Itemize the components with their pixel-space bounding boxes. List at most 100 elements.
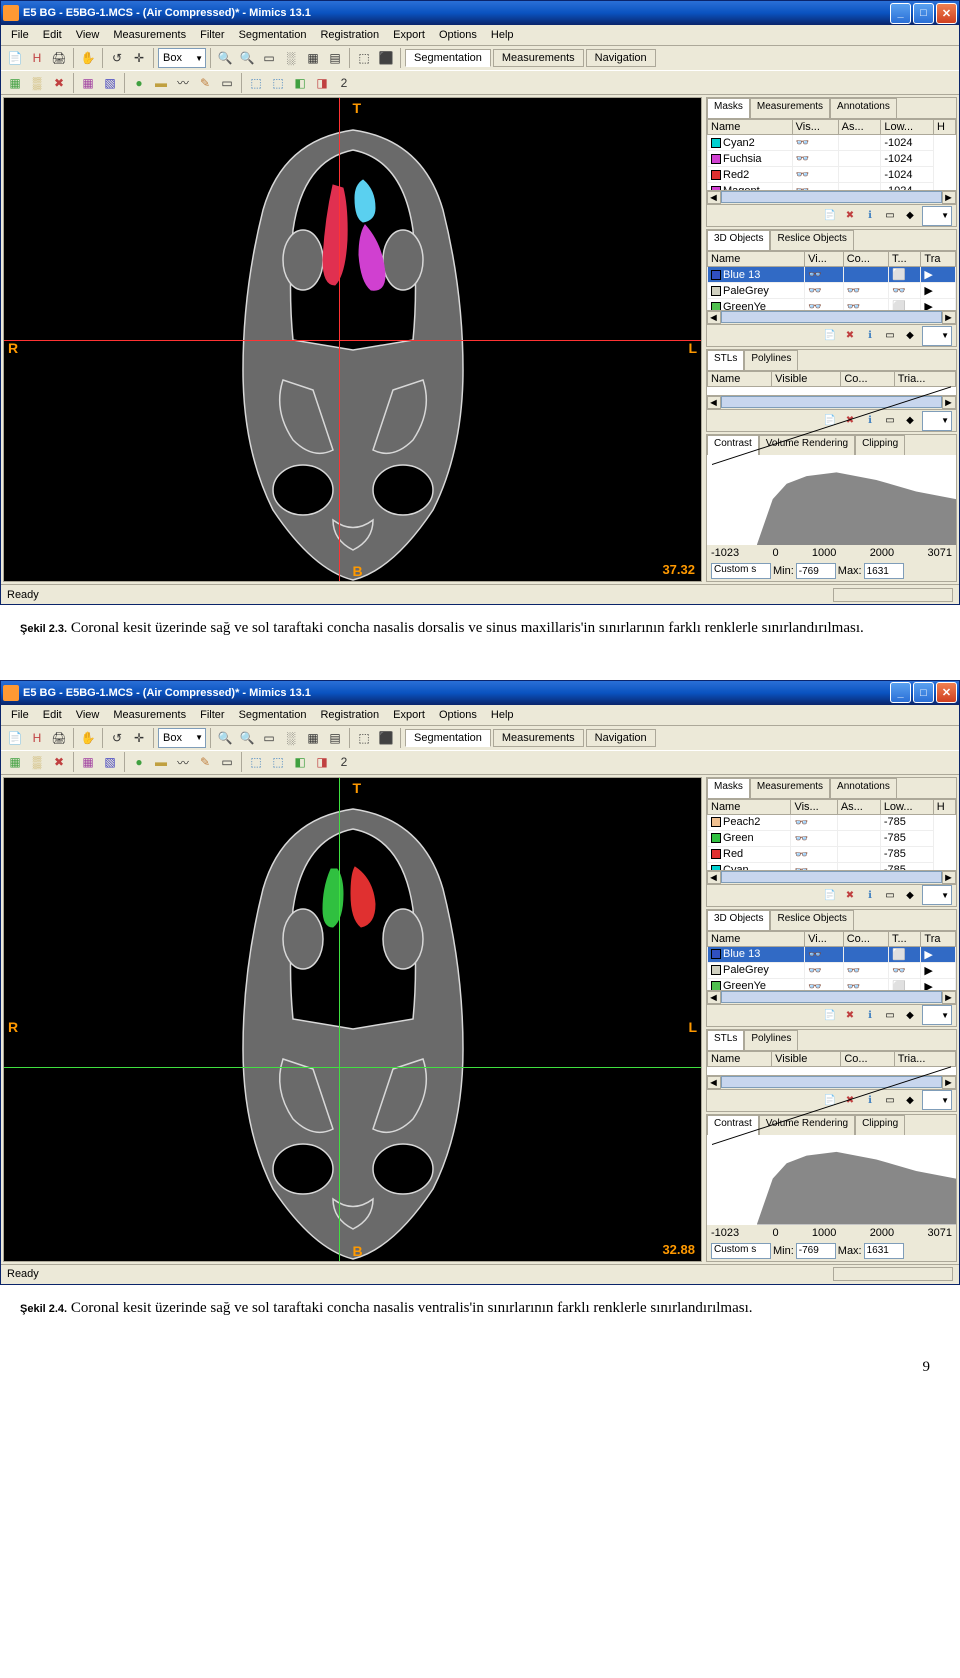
- toolbar-button[interactable]: ▧: [100, 73, 120, 93]
- info-icon[interactable]: ℹ: [862, 208, 878, 224]
- toolbar-button[interactable]: ▒: [27, 73, 47, 93]
- toolbar-button[interactable]: 2: [334, 73, 354, 93]
- action-icon[interactable]: ◆: [902, 887, 918, 903]
- tab-masks[interactable]: Masks: [707, 98, 750, 118]
- new-icon[interactable]: 📄: [822, 1007, 838, 1023]
- tab-3d objects[interactable]: 3D Objects: [707, 230, 770, 250]
- menu-file[interactable]: File: [5, 27, 35, 43]
- contrast-preset[interactable]: Custom s: [711, 563, 771, 579]
- table-row[interactable]: Fuchsia👓-1024: [708, 151, 956, 167]
- toolbar-button[interactable]: 🔍: [237, 48, 257, 68]
- menu-view[interactable]: View: [70, 27, 106, 43]
- column-header[interactable]: T...: [888, 252, 920, 267]
- tab-polylines[interactable]: Polylines: [744, 1030, 798, 1050]
- tab-annotations[interactable]: Annotations: [830, 98, 897, 118]
- menu-registration[interactable]: Registration: [314, 707, 385, 723]
- column-header[interactable]: Visible: [772, 1051, 841, 1066]
- maximize-button[interactable]: □: [913, 3, 934, 24]
- toolbar-button[interactable]: ▭: [217, 752, 237, 772]
- column-header[interactable]: Visible: [772, 372, 841, 387]
- column-header[interactable]: Tria...: [894, 372, 955, 387]
- table-row[interactable]: PaleGrey👓👓👓▶: [708, 962, 956, 978]
- tab-measurements[interactable]: Measurements: [750, 98, 830, 118]
- column-header[interactable]: Low...: [881, 120, 934, 135]
- toolbar-button[interactable]: ░: [281, 48, 301, 68]
- toolbar-button[interactable]: ▭: [217, 73, 237, 93]
- column-header[interactable]: T...: [888, 931, 920, 946]
- toolbar-button[interactable]: ⬚: [354, 728, 374, 748]
- toolbar-button[interactable]: ░: [281, 728, 301, 748]
- tab-reslice objects[interactable]: Reslice Objects: [770, 910, 853, 930]
- toolbar-button[interactable]: ▦: [78, 752, 98, 772]
- column-header[interactable]: H: [933, 799, 955, 814]
- menu-help[interactable]: Help: [485, 27, 520, 43]
- toolbar-button[interactable]: ✖: [49, 73, 69, 93]
- close-button[interactable]: ✕: [936, 3, 957, 24]
- subtab-measurements[interactable]: Measurements: [493, 729, 584, 747]
- toolbar-button[interactable]: ⬛: [376, 48, 396, 68]
- column-header[interactable]: Tria...: [894, 1051, 955, 1066]
- table-row[interactable]: Magent👓-1024: [708, 183, 956, 191]
- column-header[interactable]: Name: [708, 120, 793, 135]
- toolbar-button[interactable]: ▒: [27, 752, 47, 772]
- maximize-button[interactable]: □: [913, 682, 934, 703]
- column-header[interactable]: Name: [708, 252, 805, 267]
- menu-measurements[interactable]: Measurements: [107, 27, 192, 43]
- viewport[interactable]: T B R L 37.32: [3, 97, 702, 582]
- scrollbar[interactable]: ◄►: [707, 190, 956, 204]
- toolbar-button[interactable]: ⬚: [268, 73, 288, 93]
- titlebar[interactable]: E5 BG - E5BG-1.MCS - (Air Compressed)* -…: [1, 1, 959, 25]
- column-header[interactable]: Tra: [921, 931, 956, 946]
- toolbar-button[interactable]: ▤: [325, 728, 345, 748]
- toolbar-button[interactable]: ▦: [303, 48, 323, 68]
- action-icon[interactable]: ◆: [902, 328, 918, 344]
- toolbar-button[interactable]: 📄: [5, 48, 25, 68]
- toolbar-button[interactable]: ✋: [78, 728, 98, 748]
- column-header[interactable]: Co...: [841, 372, 894, 387]
- column-header[interactable]: Co...: [843, 252, 888, 267]
- column-header[interactable]: Vi...: [805, 252, 844, 267]
- histogram[interactable]: [707, 1135, 956, 1225]
- delete-icon[interactable]: ✖: [842, 208, 858, 224]
- toolbar-button[interactable]: ↺: [107, 728, 127, 748]
- toolbar-button[interactable]: 🖨: [49, 48, 69, 68]
- column-header[interactable]: H: [933, 120, 955, 135]
- subtab-segmentation[interactable]: Segmentation: [405, 729, 491, 747]
- toolbar-button[interactable]: 📄: [5, 728, 25, 748]
- toolbar-button[interactable]: ▧: [100, 752, 120, 772]
- min-input[interactable]: [796, 1243, 836, 1259]
- table-row[interactable]: Cyan2👓-1024: [708, 135, 956, 151]
- toolbar-button[interactable]: ✎: [195, 752, 215, 772]
- subtab-segmentation[interactable]: Segmentation: [405, 49, 491, 67]
- minimize-button[interactable]: _: [890, 3, 911, 24]
- column-header[interactable]: Co...: [841, 1051, 894, 1066]
- menu-segmentation[interactable]: Segmentation: [233, 27, 313, 43]
- subtab-navigation[interactable]: Navigation: [586, 729, 656, 747]
- column-header[interactable]: As...: [837, 799, 880, 814]
- table-row[interactable]: Cyan👓-785: [708, 862, 956, 870]
- column-header[interactable]: Name: [708, 799, 791, 814]
- delete-icon[interactable]: ✖: [842, 1007, 858, 1023]
- menu-registration[interactable]: Registration: [314, 27, 385, 43]
- tab-3d objects[interactable]: 3D Objects: [707, 910, 770, 930]
- toolbar-button[interactable]: ✖: [49, 752, 69, 772]
- panel-combo[interactable]: [922, 885, 952, 905]
- tab-polylines[interactable]: Polylines: [744, 350, 798, 370]
- panel-combo[interactable]: [922, 326, 952, 346]
- table-row[interactable]: Red2👓-1024: [708, 167, 956, 183]
- toolbar-button[interactable]: ✛: [129, 728, 149, 748]
- action-icon[interactable]: ◆: [902, 208, 918, 224]
- new-icon[interactable]: 📄: [822, 328, 838, 344]
- menu-filter[interactable]: Filter: [194, 707, 230, 723]
- max-input[interactable]: [864, 1243, 904, 1259]
- toolbar-button[interactable]: 🔍: [215, 48, 235, 68]
- info-icon[interactable]: ℹ: [862, 887, 878, 903]
- toolbar-button[interactable]: ▦: [78, 73, 98, 93]
- toolbar-button[interactable]: ●: [129, 752, 149, 772]
- toolbar-button[interactable]: ▤: [325, 48, 345, 68]
- toolbar-button[interactable]: ●: [129, 73, 149, 93]
- menu-export[interactable]: Export: [387, 27, 431, 43]
- tab-measurements[interactable]: Measurements: [750, 778, 830, 798]
- toolbar-combo[interactable]: Box: [158, 728, 206, 748]
- copy-icon[interactable]: ▭: [882, 328, 898, 344]
